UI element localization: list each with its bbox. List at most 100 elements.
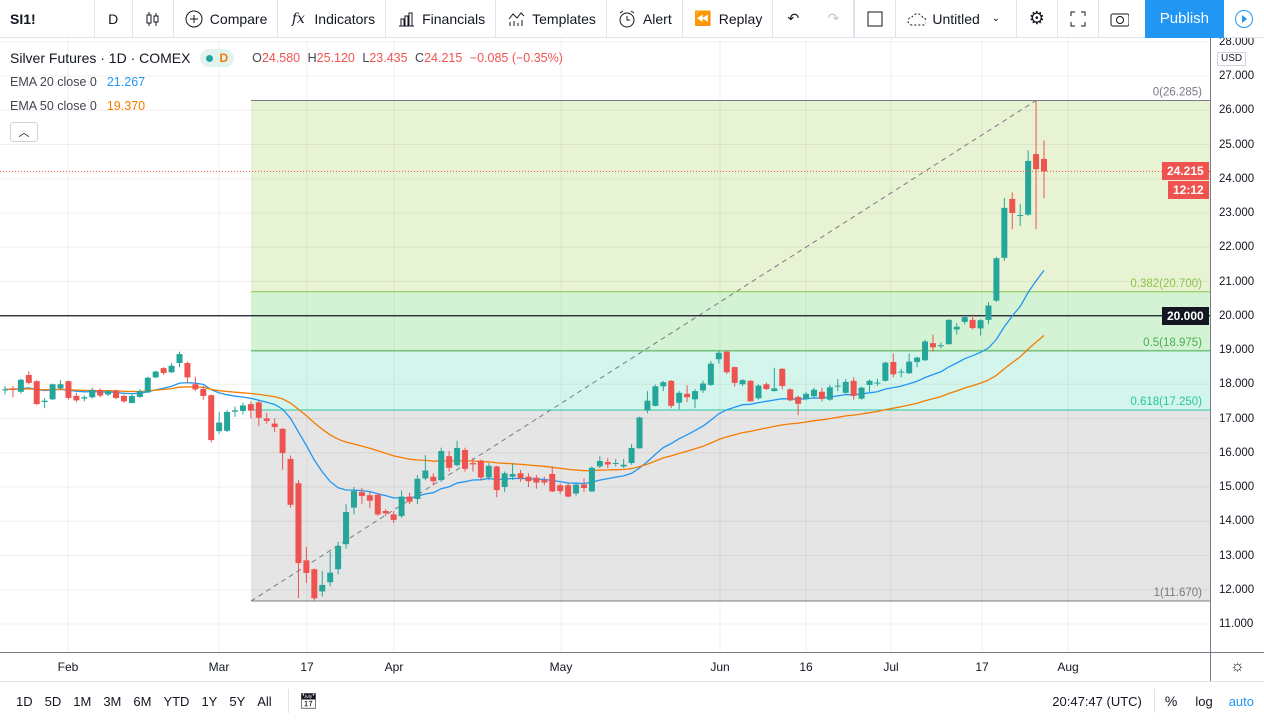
candle-down (208, 395, 215, 441)
symbol-search-button[interactable]: SI1! (0, 0, 95, 38)
range-button-1m[interactable]: 1M (73, 693, 92, 709)
candle-up (588, 467, 595, 492)
price-tick-label: 13.000 (1219, 549, 1255, 562)
range-button-ytd[interactable]: YTD (163, 693, 190, 709)
candle-down (287, 458, 294, 505)
currency-label[interactable]: USD (1217, 52, 1247, 66)
candle-up (882, 362, 889, 381)
time-tick-label: 17 (300, 660, 314, 674)
candle-up (350, 491, 357, 508)
candle-up (41, 400, 48, 403)
collapse-legend-button[interactable]: ︿ (10, 122, 38, 142)
candle-up (168, 365, 175, 373)
chart-pane[interactable]: 0(26.285) 0.382(20.700) 0.5(18.975) 0.618(1… (0, 38, 1210, 652)
auto-scale-toggle[interactable]: auto (1228, 693, 1254, 709)
settings-button[interactable]: ⚙ (1017, 0, 1058, 38)
undo-button[interactable]: ↶ (773, 0, 813, 38)
log-scale-toggle[interactable]: log (1195, 693, 1213, 709)
candle-down (200, 389, 207, 396)
candle-up (874, 382, 881, 384)
redo-button[interactable]: ↷ (813, 0, 855, 38)
candle-down (446, 456, 453, 468)
low-value: 23.435 (369, 51, 408, 65)
financials-label: Financials (422, 10, 486, 27)
candle-up (2, 389, 8, 391)
candle-down (33, 381, 40, 405)
axis-settings-button[interactable]: ☼ (1210, 653, 1264, 681)
ema50-line (5, 334, 1045, 472)
candle-up (49, 384, 56, 400)
fullscreen-button[interactable] (1058, 0, 1099, 38)
price-tick-label: 21.000 (1219, 275, 1255, 288)
replay-button[interactable]: ⏪ Replay (683, 0, 774, 38)
layout-select-button[interactable] (854, 0, 897, 38)
indicators-button[interactable]: fx Indicators (278, 0, 387, 38)
publish-label: Publish (1159, 10, 1209, 27)
candle-up (993, 258, 1000, 301)
candle-down (929, 343, 936, 348)
time-axis[interactable]: Feb Mar 17 Apr May Jun 16 Jul 17 Aug ☼ (0, 652, 1264, 681)
high-label: H (307, 51, 317, 65)
candle-up (755, 385, 762, 399)
date-range-icon[interactable]: 📅︎ (298, 693, 318, 710)
candle-up (438, 451, 445, 481)
percent-scale-toggle[interactable]: % (1164, 693, 1178, 709)
price-chart[interactable]: 0(26.285) 0.382(20.700) 0.5(18.975) 0.618(1… (0, 38, 1210, 652)
candle-down (668, 380, 675, 406)
publish-button[interactable]: Publish (1144, 0, 1224, 38)
fib-label-0.5: 0.5(18.975) (1143, 337, 1202, 349)
range-button-1d[interactable]: 1D (16, 693, 33, 709)
save-layout-button[interactable]: Untitled ⌄ (896, 0, 1017, 38)
price-tick-label: 22.000 (1219, 241, 1255, 254)
candle-down (255, 402, 262, 418)
range-button-1y[interactable]: 1Y (201, 693, 218, 709)
candle-down (469, 463, 476, 465)
interval-button[interactable]: D (95, 0, 133, 38)
candle-down (525, 476, 532, 482)
price-tick-label: 25.000 (1219, 138, 1255, 151)
compare-button[interactable]: Compare (174, 0, 279, 38)
range-button-6m[interactable]: 6M (133, 693, 152, 709)
ema20-legend[interactable]: EMA 20 close 0 21.267 (10, 70, 567, 94)
open-label: O (252, 51, 262, 65)
alert-button[interactable]: Alert (607, 0, 683, 38)
candle-up (224, 411, 231, 431)
change-value: −0.085 (−0.35%) (469, 51, 563, 65)
templates-button[interactable]: Templates (496, 0, 607, 38)
time-tick-label: Jun (710, 660, 730, 674)
function-icon: fx (291, 10, 305, 27)
fib-label-1: 1(11.670) (1154, 587, 1203, 599)
time-tick-label: Feb (57, 660, 79, 674)
price-tick-label: 26.000 (1219, 104, 1255, 117)
candle-up (810, 389, 817, 397)
candle-down (580, 484, 587, 489)
clock-time[interactable]: 20:47:47 (UTC) (1052, 693, 1142, 709)
candle-down (184, 363, 191, 378)
undo-icon: ↶ (787, 10, 800, 26)
candle-up (612, 463, 619, 465)
fullscreen-icon (1068, 9, 1088, 29)
candle-down (271, 423, 278, 428)
range-button-5d[interactable]: 5D (44, 693, 62, 709)
candle-down (390, 514, 397, 520)
fib-label-0: 0(26.285) (1153, 86, 1202, 98)
financials-button[interactable]: Financials (386, 0, 497, 38)
status-dot-icon (206, 54, 214, 62)
candle-down (97, 390, 104, 396)
snapshot-button[interactable] (1099, 0, 1139, 38)
range-button-all[interactable]: All (257, 693, 272, 709)
bar-chart-icon (396, 9, 416, 29)
candle-down (533, 477, 540, 483)
price-axis[interactable]: USD 28.000 27.000 26.000 25.000 24.000 23.000… (1210, 38, 1264, 652)
candle-up (136, 391, 143, 397)
play-button[interactable] (1224, 0, 1264, 38)
replay-label: Replay (718, 10, 763, 27)
candle-up (739, 380, 746, 385)
ema50-legend[interactable]: EMA 50 close 0 19.370 (10, 94, 567, 118)
candle-up (501, 473, 508, 487)
range-button-5y[interactable]: 5Y (229, 693, 246, 709)
range-button-3m[interactable]: 3M (103, 693, 122, 709)
chart-type-button[interactable] (133, 0, 174, 38)
candle-up (914, 357, 921, 362)
candle-down (477, 460, 484, 478)
